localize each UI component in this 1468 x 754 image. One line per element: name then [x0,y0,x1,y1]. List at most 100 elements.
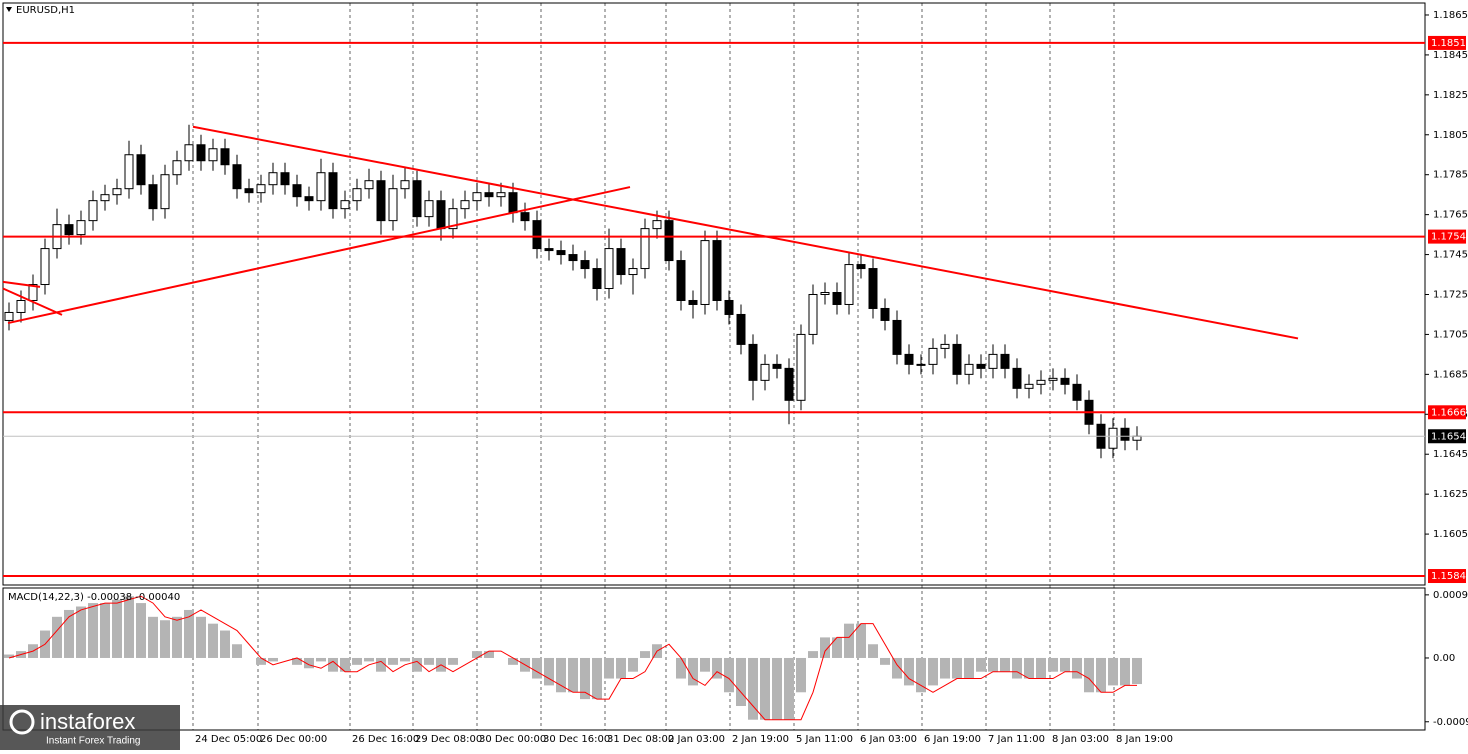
macd-bar [844,623,854,658]
candle-body [148,184,158,210]
macd-bar [1000,657,1010,672]
candle-body [868,268,878,309]
candle-body [916,363,926,366]
watermark: instaforex Instant Forex Trading [0,705,180,750]
macd-bar [1084,657,1094,693]
candle-body [940,343,950,349]
candle-body [592,268,602,290]
level-label: 1.1584 [1431,571,1466,582]
candle-body [280,172,290,186]
candle-body [688,299,698,305]
candle-body [532,220,542,250]
x-tick-label: 30 Dec 00:00 [479,734,546,745]
candle-body [64,224,74,236]
x-tick-label: 6 Jan 19:00 [924,734,981,745]
candle-body [580,260,590,270]
candle-body [844,264,854,305]
x-tick-label: 26 Dec 16:00 [352,734,419,745]
y-tick-label: 1.1725 [1433,289,1468,300]
candle-body [388,188,398,222]
macd-bar [724,657,734,693]
candle-body [88,200,98,222]
candle-body [988,353,998,369]
macd-bar [268,657,278,662]
y-tick-label: 1.1625 [1433,489,1468,500]
candle-body [568,254,578,262]
macd-bar [760,657,770,720]
candle-body [544,248,554,252]
candle-body [268,172,278,186]
macd-bar [328,657,338,672]
macd-bar [712,657,722,679]
macd-bar [868,644,878,658]
candle-body [124,154,134,190]
macd-bar [340,657,350,672]
macd-bar [256,657,266,665]
candle-body [904,353,914,365]
watermark-logo [9,709,35,735]
macd-bar [172,616,182,658]
candle-body [1060,377,1070,385]
candle-body [232,164,242,190]
macd-bar [676,657,686,679]
macd-bar [1024,657,1034,679]
macd-bar [64,609,74,658]
candle-body [484,192,494,198]
y-tick-label: 1.1705 [1433,329,1468,340]
macd-bar [4,654,14,658]
candle-body [40,248,50,286]
candle-body [448,208,458,230]
x-tick-label: 2 Jan 19:00 [732,734,789,745]
x-tick-label: 2 Jan 03:00 [668,734,725,745]
watermark-tagline: Instant Forex Trading [46,736,141,747]
candle-body [256,184,266,194]
macd-bar [76,606,86,658]
macd-bar [124,596,134,658]
menu-arrow [6,7,12,12]
macd-bar [856,623,866,658]
level-box [1428,405,1466,420]
macd-bar [484,651,494,658]
y-tick-label: 1.1645 [1433,449,1468,460]
candle-body [640,228,650,270]
macd-bar [424,657,434,665]
candle-body [76,220,86,236]
macd-bar [688,657,698,686]
trendline [7,186,631,325]
macd-bar [952,657,962,679]
macd-bar [808,651,818,658]
x-tick-label: 26 Dec 00:00 [260,734,327,745]
candle-body [556,250,566,256]
candle-body [760,363,770,381]
candle-body [172,160,182,176]
candle-body [508,192,518,214]
marks [4,124,1142,721]
y-tick-label: 1.1745 [1433,250,1468,261]
candle-body [1120,427,1130,441]
macd-bar [292,657,302,665]
candle-body [364,180,374,190]
candle-body [1024,383,1034,389]
candle-body [664,220,674,262]
level-label: 1.1666 [1431,407,1466,418]
macd-bar [700,657,710,672]
candle-body [316,172,326,202]
candle-body [304,196,314,202]
level-box [1428,569,1466,584]
current-price-label: 1.1654 [1431,431,1466,442]
x-tick-label: 5 Jan 11:00 [796,734,853,745]
candle-body [160,174,170,210]
macd-bar [148,616,158,658]
macd-bar [376,657,386,672]
candle-body [964,363,974,375]
macd-bar [220,630,230,658]
macd-bar [616,657,626,679]
candle-body [292,184,302,198]
macd-bar [916,657,926,693]
macd-bar [136,603,146,658]
macd-bar [796,657,806,693]
macd-bar [532,657,542,679]
y-tick-label: 1.1765 [1433,210,1468,221]
macd-bar [748,657,758,720]
